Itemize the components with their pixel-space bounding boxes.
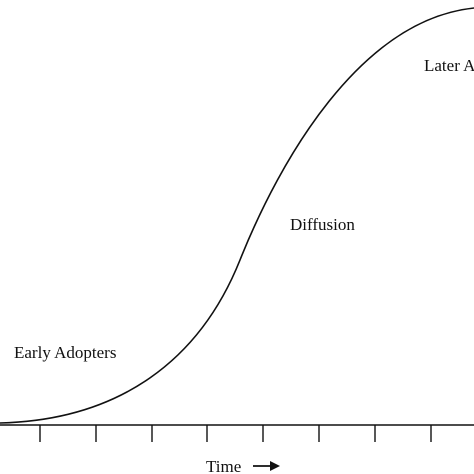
time-label: Time: [206, 457, 241, 474]
s-curve: [0, 7, 474, 424]
time-arrow: [253, 461, 280, 471]
arrow-head: [270, 461, 280, 471]
axis-ticks: [39, 425, 432, 442]
diffusion-label: Diffusion: [290, 215, 355, 234]
later-adopters-label: Later Adopters: [424, 56, 474, 75]
early-adopters-label: Early Adopters: [14, 343, 116, 362]
